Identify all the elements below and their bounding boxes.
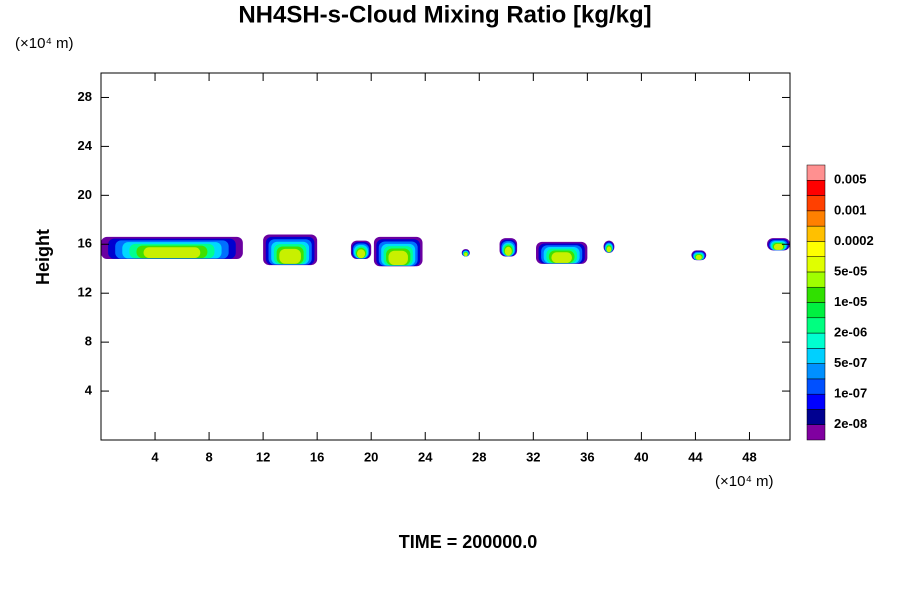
x-tick-label: 28 <box>472 449 486 464</box>
cloud-layer <box>388 250 408 266</box>
colorbar-box <box>806 271 826 288</box>
chart-title: NH4SH-s-Cloud Mixing Ratio [kg/kg] <box>238 1 651 28</box>
colorbar-box <box>806 225 826 242</box>
colorbar-box <box>806 180 826 196</box>
plot-area <box>101 234 790 267</box>
colorbar-box <box>806 332 826 349</box>
colorbar-label: 1e-07 <box>834 386 867 401</box>
colorbar-label: 5e-07 <box>834 355 867 370</box>
x-tick-label: 8 <box>205 449 212 464</box>
x-tick-label: 16 <box>310 449 324 464</box>
cloud-layer <box>773 243 784 250</box>
x-tick-label: 4 <box>151 449 159 464</box>
y-tick-label: 8 <box>85 334 92 349</box>
colorbar-box <box>806 241 826 257</box>
x-tick-label: 32 <box>526 449 540 464</box>
colorbar-box <box>806 256 826 273</box>
cloud-layer <box>606 246 612 253</box>
plot-frame <box>100 72 791 441</box>
x-tick-label: 20 <box>364 449 378 464</box>
colorbar-label: 0.0002 <box>834 233 874 248</box>
x-tick-label: 40 <box>634 449 648 464</box>
colorbar-label: 5e-05 <box>834 263 867 278</box>
colorbar-label: 0.005 <box>834 172 867 187</box>
colorbar-label: 0.001 <box>834 202 867 217</box>
colorbar-box <box>806 317 826 334</box>
x-tick-label: 24 <box>418 449 433 464</box>
x-tick-label: 44 <box>688 449 703 464</box>
y-tick-label: 12 <box>78 285 92 300</box>
y-tick-label: 28 <box>78 89 92 104</box>
colorbar-box <box>806 424 826 441</box>
footer: TIME = 200000.0 <box>399 532 538 552</box>
cloud-layer <box>464 252 468 257</box>
y-axis-label: Height <box>33 229 53 285</box>
y-tick-label: 24 <box>78 138 93 153</box>
colorbar-box <box>806 363 826 380</box>
x-tick-label: 48 <box>742 449 756 464</box>
colorbar-label: 2e-06 <box>834 324 867 339</box>
y-tick-label: 16 <box>78 236 92 251</box>
colorbar-box <box>806 348 826 364</box>
colorbar-box <box>806 164 826 181</box>
x-unit: (×10⁴ m) <box>715 473 774 490</box>
y-tick-label: 20 <box>78 187 92 202</box>
cloud-layer <box>695 254 702 260</box>
cloud-layer <box>143 247 201 259</box>
cloud-layer <box>357 249 366 259</box>
cloud-layer <box>279 248 301 264</box>
colorbar-box <box>806 210 826 227</box>
colorbar-box <box>806 393 826 410</box>
x-tick-label: 36 <box>580 449 594 464</box>
colorbar-label: 1e-05 <box>834 294 867 309</box>
x-tick-label: 12 <box>256 449 270 464</box>
cloud-layer <box>551 252 572 263</box>
colorbar-box <box>806 409 826 425</box>
colorbar-box <box>806 286 826 303</box>
colorbar-box <box>806 378 826 395</box>
cloud-layer <box>504 246 512 256</box>
colorbar-box <box>806 302 826 319</box>
y-unit: (×10⁴ m) <box>15 35 74 52</box>
colorbar-label: 2e-08 <box>834 416 867 431</box>
y-tick-label: 4 <box>85 383 93 398</box>
colorbar-box <box>806 195 826 212</box>
